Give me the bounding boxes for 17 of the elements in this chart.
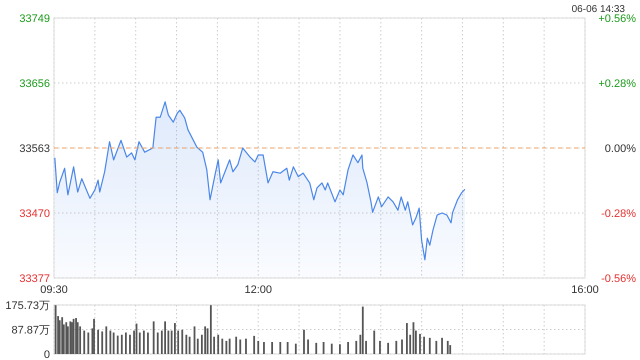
x-tick-label: 09:30 (40, 284, 68, 296)
y2-tick-label: 0.00% (604, 142, 636, 155)
y-tick-label: 33470 (19, 208, 50, 220)
y-tick-label: 33749 (19, 12, 50, 25)
y-tick-label: 33656 (19, 78, 50, 90)
y-tick-label: 87.87万 (11, 324, 50, 336)
y-tick-label: 33563 (19, 142, 50, 155)
y2-tick-label: +0.28% (598, 78, 636, 90)
y-tick-label: 175.73万 (5, 300, 50, 312)
x-tick-label: 16:00 (571, 284, 599, 296)
y2-tick-label: -0.28% (601, 208, 636, 220)
text: 06-06 14:33 (572, 4, 626, 15)
y-tick-label: 0 (44, 348, 50, 360)
x-tick-label: 12:00 (244, 284, 272, 296)
y2-tick-label: -0.56% (601, 272, 636, 285)
y-tick-label: 33377 (19, 272, 50, 285)
y2-tick-label: +0.56% (598, 12, 636, 25)
